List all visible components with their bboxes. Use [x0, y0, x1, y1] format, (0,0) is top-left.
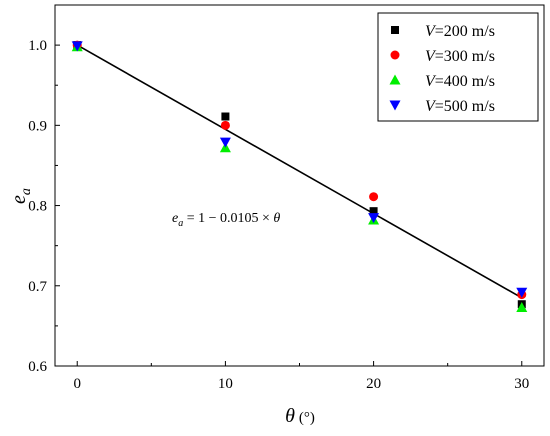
data-point-triangle-up: [516, 301, 528, 312]
y-tick-label: 1.0: [28, 38, 47, 54]
legend-marker-square: [391, 26, 399, 34]
x-tick-label: 30: [514, 376, 529, 392]
data-point-triangle-down: [219, 137, 231, 148]
fit-line: [76, 44, 523, 299]
data-point-triangle-down: [71, 41, 83, 52]
x-axis-title: θ (°): [285, 405, 315, 427]
x-tick-label: 20: [366, 376, 381, 392]
legend: V=200 m/s V=300 m/s V=400 m/s V=500 m/s: [377, 12, 539, 122]
data-point-circle: [369, 192, 379, 202]
data-point-triangle-down: [516, 287, 528, 298]
y-axis-title: ea: [8, 188, 34, 204]
data-point-square: [369, 207, 378, 216]
legend-marker-circle: [390, 50, 400, 60]
y-tick-label: 0.6: [28, 359, 47, 375]
y-tick-label: 0.7: [28, 279, 47, 295]
data-point-triangle-down: [368, 213, 380, 224]
legend-marker-triangle-up: [389, 74, 401, 85]
x-tick-label: 10: [218, 376, 233, 392]
y-tick-label: 0.8: [28, 199, 47, 215]
legend-marker-triangle-down: [389, 100, 401, 111]
y-tick-label: 0.9: [28, 118, 47, 134]
legend-label: V=200 m/s: [425, 23, 495, 40]
fit-line-group: [76, 44, 523, 299]
legend-label: V=400 m/s: [425, 73, 495, 90]
axis-ticks: 0 10 20 30 0.6 0.7 0.8 0.9 1.0: [28, 38, 529, 392]
data-point-square: [221, 112, 230, 121]
x-tick-label: 0: [73, 376, 81, 392]
data-marks: [71, 40, 528, 312]
fit-equation: ea = 1 − 0.0105 × θ: [172, 211, 280, 229]
legend-box: [377, 12, 539, 122]
legend-label: V=300 m/s: [425, 48, 495, 65]
data-point-circle: [220, 120, 230, 130]
legend-label: V=500 m/s: [425, 98, 495, 115]
